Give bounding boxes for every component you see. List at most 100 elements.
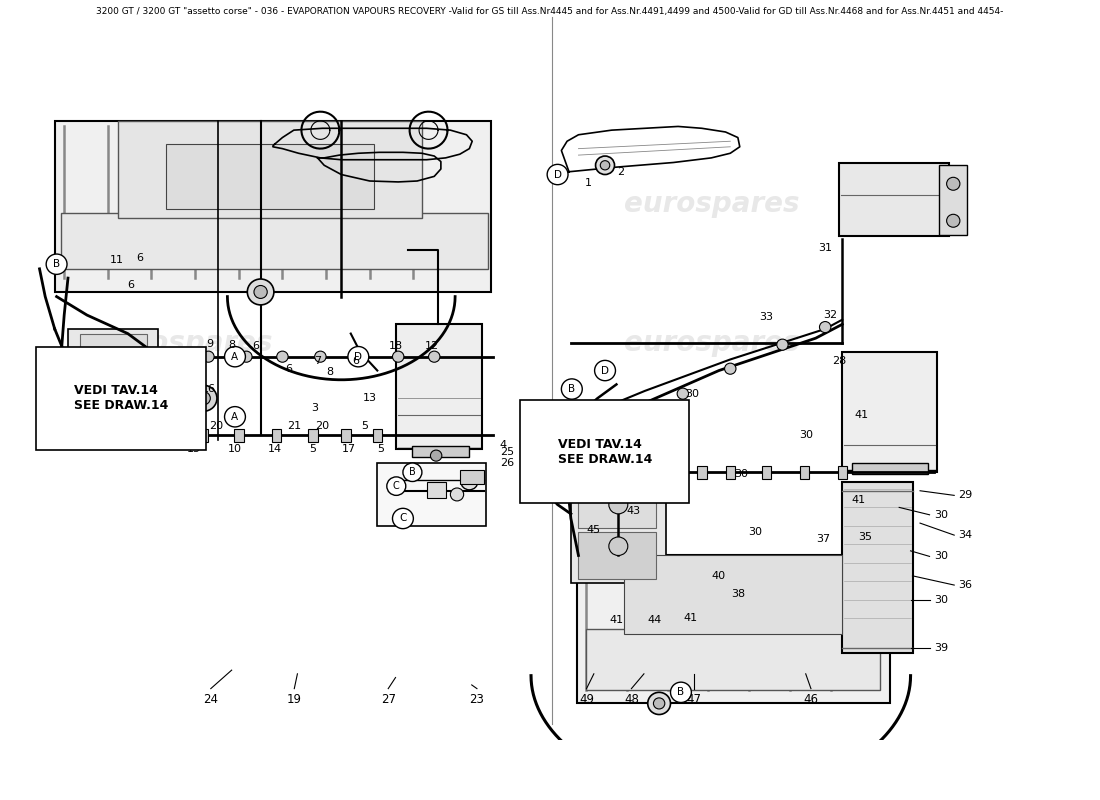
Bar [272, 429, 282, 442]
Text: A: A [231, 352, 239, 362]
Text: 3200 GT / 3200 GT "assetto corse" - 036 - EVAPORATION VAPOURS RECOVERY -Valid fo: 3200 GT / 3200 GT "assetto corse" - 036 … [97, 7, 1003, 16]
Text: 36: 36 [958, 580, 972, 590]
Text: 38: 38 [730, 590, 745, 599]
Bar [199, 429, 208, 442]
Circle shape [450, 488, 464, 501]
Bar [579, 532, 657, 578]
Text: A: A [231, 412, 239, 422]
Circle shape [947, 178, 960, 190]
Circle shape [653, 698, 664, 709]
Text: 13: 13 [363, 394, 376, 403]
Circle shape [820, 322, 830, 333]
Text: 20: 20 [316, 421, 329, 431]
Text: 22: 22 [135, 430, 150, 440]
Text: 31: 31 [818, 243, 833, 254]
Circle shape [671, 682, 692, 702]
Circle shape [315, 351, 326, 362]
Text: 21: 21 [287, 421, 301, 431]
Text: 30: 30 [748, 527, 762, 538]
Circle shape [595, 156, 615, 174]
Circle shape [430, 450, 442, 461]
Circle shape [393, 508, 414, 529]
Text: D: D [354, 352, 362, 362]
Text: A: A [569, 407, 575, 417]
Text: 15: 15 [187, 444, 201, 454]
Text: eurospares: eurospares [97, 190, 273, 218]
Circle shape [46, 254, 67, 274]
Text: 42: 42 [671, 490, 685, 500]
Bar [234, 429, 243, 442]
Bar [697, 466, 706, 478]
Text: 41: 41 [609, 615, 624, 626]
Text: 26: 26 [500, 458, 515, 468]
Text: 30: 30 [800, 430, 813, 440]
Text: 23: 23 [470, 694, 484, 706]
Bar [341, 429, 351, 442]
Circle shape [608, 537, 628, 555]
Text: 4: 4 [499, 439, 506, 450]
Text: D: D [553, 170, 562, 179]
Text: 47: 47 [686, 694, 702, 706]
Text: 5: 5 [377, 444, 385, 454]
Circle shape [595, 360, 616, 381]
Text: 14: 14 [267, 444, 282, 454]
Circle shape [348, 346, 369, 367]
Circle shape [354, 351, 366, 362]
Text: 2: 2 [617, 166, 625, 177]
Bar [80, 334, 146, 385]
Circle shape [277, 351, 288, 362]
Text: 8: 8 [327, 367, 333, 378]
Text: D: D [601, 366, 609, 375]
Circle shape [104, 394, 123, 412]
Circle shape [777, 339, 789, 350]
Text: B: B [409, 467, 416, 478]
Circle shape [678, 388, 689, 399]
Bar [579, 482, 657, 528]
Bar [843, 482, 913, 653]
Circle shape [387, 477, 406, 495]
Circle shape [629, 411, 641, 422]
Text: 5: 5 [309, 444, 317, 454]
Bar [851, 463, 927, 474]
Text: 12: 12 [425, 341, 439, 350]
Circle shape [429, 351, 440, 362]
Bar [308, 429, 318, 442]
Bar [119, 121, 422, 218]
Text: 43: 43 [626, 506, 640, 516]
Circle shape [561, 379, 582, 399]
Text: C: C [399, 514, 407, 523]
Bar [377, 463, 486, 526]
Text: 25: 25 [500, 447, 515, 457]
Text: 32: 32 [823, 310, 837, 320]
Text: 46: 46 [803, 694, 818, 706]
Text: 24: 24 [204, 694, 218, 706]
Circle shape [461, 473, 477, 490]
Bar [373, 429, 382, 442]
Text: 44: 44 [647, 615, 661, 626]
Bar [843, 352, 937, 472]
Text: 6: 6 [352, 356, 359, 366]
Circle shape [190, 386, 217, 411]
Text: 10: 10 [228, 444, 242, 454]
Bar [624, 555, 843, 634]
Text: 35: 35 [858, 532, 872, 542]
Text: C: C [393, 481, 399, 491]
Bar [939, 166, 968, 234]
Text: 16: 16 [201, 384, 216, 394]
Text: 6: 6 [286, 364, 293, 374]
Circle shape [547, 164, 568, 185]
Text: 30: 30 [934, 595, 948, 605]
Text: 7: 7 [314, 356, 321, 366]
Text: 18: 18 [389, 341, 404, 350]
Bar [667, 466, 676, 478]
Bar [726, 466, 735, 478]
Text: B: B [53, 259, 60, 270]
Text: 39: 39 [934, 643, 948, 653]
Circle shape [725, 363, 736, 374]
Text: 41: 41 [851, 495, 866, 505]
Text: 30: 30 [735, 469, 749, 479]
Text: 30: 30 [934, 510, 948, 520]
Circle shape [224, 346, 245, 367]
Text: eurospares: eurospares [97, 329, 273, 357]
Circle shape [727, 795, 748, 800]
